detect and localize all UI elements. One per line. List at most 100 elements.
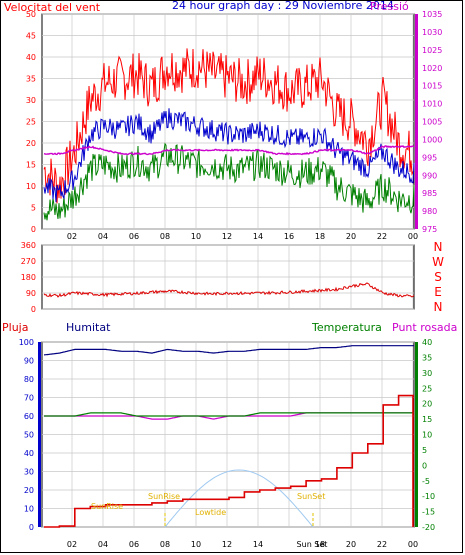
rain-accumulation-line	[44, 394, 414, 528]
wind-average-line	[43, 108, 415, 203]
rain-y-tick: 0	[29, 523, 34, 532]
sunset-x-tick: Sun Set	[297, 540, 328, 549]
temperature-axis-bar	[415, 342, 418, 527]
rain-y-tick: 40	[24, 449, 34, 458]
pressure-y-tick: 1015	[422, 82, 442, 91]
wind-y-tick: 10	[26, 182, 36, 191]
wind-gust-line	[43, 48, 415, 204]
temperature-y-tick: 5	[422, 446, 427, 455]
rain-y-tick: 90	[24, 357, 34, 366]
temperature-y-tick: -10	[422, 492, 435, 501]
lowtide-label: Lowtide	[195, 508, 226, 517]
pressure-y-tick: 1005	[422, 118, 442, 127]
rain-y-tick: 60	[24, 412, 34, 421]
pressure-y-tick: 1025	[422, 46, 442, 55]
wind-y-tick: 25	[26, 118, 36, 127]
compass-label: E	[434, 285, 442, 299]
compass-label: N	[434, 240, 443, 254]
pressure-y-tick-labels: 975 980 985 990 995 1000 1005 1010 1015 1020 1025 1…	[422, 10, 442, 234]
rain-y-tick: 10	[24, 505, 34, 514]
rain-annotations: SunRise SunRise Lowtide SunSet	[91, 492, 325, 527]
wind-direction-line	[43, 282, 415, 298]
wind-x-tick: 14	[253, 232, 263, 241]
wind-x-tick: 08	[160, 232, 170, 241]
wind-x-tick: 12	[222, 232, 232, 241]
sunrise-label: SunRise	[91, 502, 123, 511]
pressure-line	[43, 145, 415, 156]
direction-y-tick: 0	[31, 305, 36, 314]
direction-y-tick: 180	[21, 273, 36, 282]
temperature-y-tick: 30	[422, 369, 432, 378]
temperature-y-tick: 10	[422, 431, 432, 440]
rain-x-tick: 02	[67, 540, 77, 549]
humidity-axis-bar	[38, 342, 41, 527]
wind-x-tick: 06	[129, 232, 139, 241]
wind-y-tick: 50	[26, 10, 36, 19]
rain-y-tick: 30	[24, 468, 34, 477]
rain-x-tick: 14	[253, 540, 263, 549]
rain-x-tick: 12	[222, 540, 232, 549]
pressure-y-tick: 990	[422, 171, 437, 180]
rain-x-tick-labels: 02 04 06 08 10 12 14 18 20 22 00 Sun Set	[67, 540, 418, 549]
wind-y-tick: 30	[26, 96, 36, 105]
pressure-y-tick: 985	[422, 189, 437, 198]
page-title: 24 hour graph day : 29 Noviembre 2014	[172, 0, 394, 12]
direction-y-tick-labels: 0 90 180 270 360	[21, 241, 36, 314]
pressure-y-tick: 980	[422, 207, 437, 216]
direction-y-tick: 360	[21, 241, 36, 250]
wind-series-group	[43, 48, 415, 221]
compass-label: W	[432, 255, 444, 269]
wind-x-tick: 16	[284, 232, 294, 241]
rain-x-tick: 06	[129, 540, 139, 549]
wind-y-tick: 0	[31, 225, 36, 234]
wind-x-tick-labels: 02 04 06 08 10 12 14 16 18 20 22 00	[67, 232, 418, 241]
direction-y-tick: 90	[26, 289, 36, 298]
wind-x-tick: 20	[346, 232, 356, 241]
pressure-y-tick: 1030	[422, 28, 442, 37]
legend-item: Punt rosada	[392, 321, 457, 334]
compass-label: N	[434, 300, 443, 314]
temperature-y-tick-labels: -20 -15 -10 -5 0 5 10 15 20 25 30 35 40	[422, 338, 435, 532]
rain-x-tick: 00	[408, 540, 418, 549]
wind-y-tick: 45	[26, 32, 36, 41]
rain-x-tick: 18	[315, 540, 325, 549]
temperature-y-tick: -15	[422, 508, 435, 517]
pressure-y-tick: 995	[422, 153, 437, 162]
rain-x-tick: 04	[98, 540, 108, 549]
humidity-line	[43, 345, 414, 356]
pressure-y-tick: 1010	[422, 100, 442, 109]
rain-y-tick: 20	[24, 486, 34, 495]
wind-x-tick: 22	[377, 232, 387, 241]
direction-series-group	[43, 282, 415, 298]
rain-y-tick-labels: 0 10 20 30 40 50 60 70 80 90 100	[19, 338, 34, 532]
wind-x-tick: 18	[315, 232, 325, 241]
temperature-y-tick: 25	[422, 384, 432, 393]
temperature-y-tick: 20	[422, 400, 432, 409]
wind-y-tick: 35	[26, 75, 36, 84]
rain-y-tick: 50	[24, 431, 34, 440]
rain-y-tick: 80	[24, 375, 34, 384]
pressure-y-tick: 1035	[422, 10, 442, 19]
rain-y-tick: 100	[19, 338, 34, 347]
wind-x-tick: 02	[67, 232, 77, 241]
pressure-y-tick: 1000	[422, 135, 442, 144]
pressure-axis-title: Pressió	[370, 0, 409, 13]
wind-y-tick: 5	[31, 204, 36, 213]
rain-panel-legend: Pluja Humitat Temperatura Punt rosada	[2, 321, 457, 334]
pressure-axis-bar	[415, 14, 418, 229]
direction-y-tick: 270	[21, 257, 36, 266]
temperature-y-tick: 15	[422, 415, 432, 424]
wind-x-tick: 04	[98, 232, 108, 241]
legend-item: Pluja	[2, 321, 28, 334]
rain-series-group	[43, 345, 414, 528]
legend-item: Humitat	[66, 321, 111, 334]
wind-y-tick: 40	[26, 53, 36, 62]
temperature-line	[44, 412, 414, 417]
pressure-y-tick: 975	[422, 225, 437, 234]
temperature-y-tick: 0	[422, 461, 427, 470]
direction-gridlines	[42, 244, 414, 310]
temperature-y-tick: -20	[422, 523, 435, 532]
